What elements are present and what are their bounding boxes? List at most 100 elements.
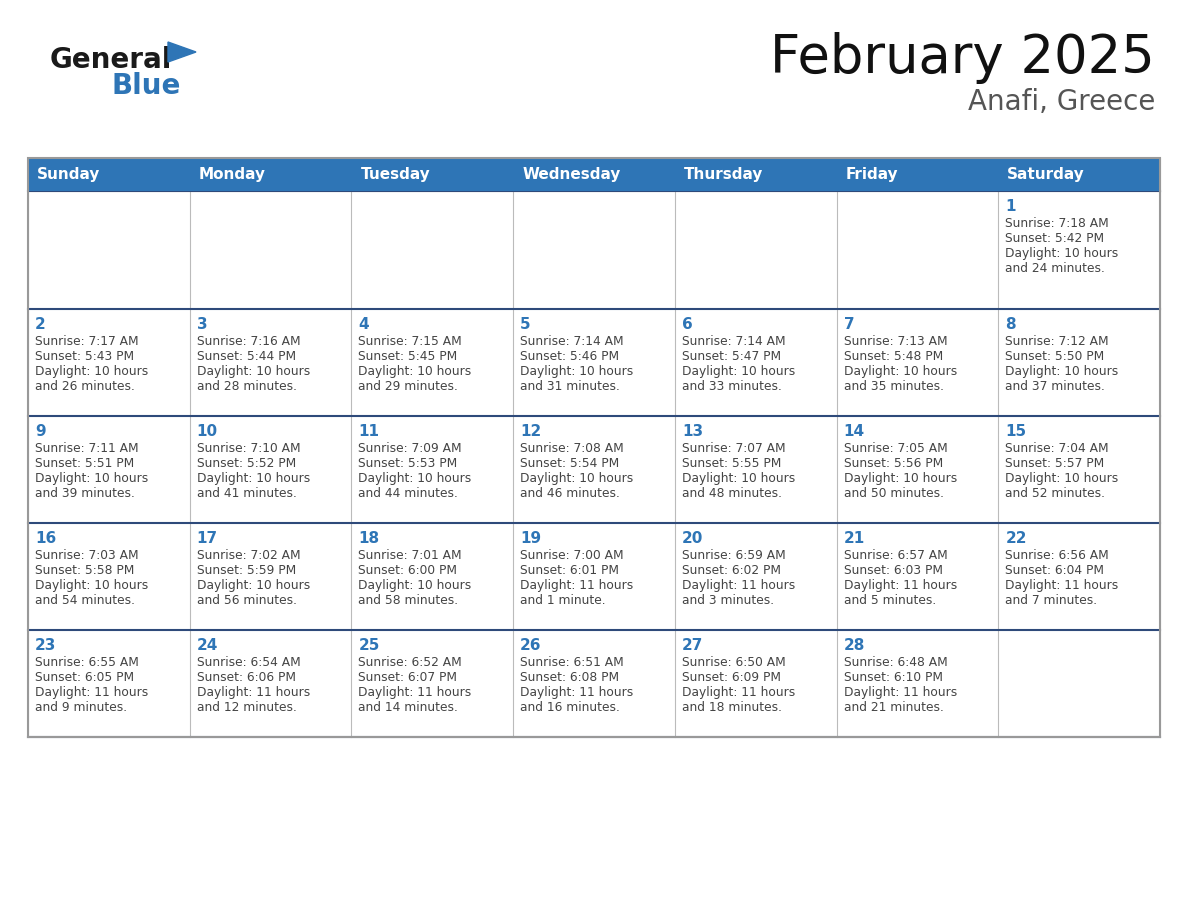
Text: and 37 minutes.: and 37 minutes. <box>1005 380 1105 393</box>
Bar <box>352 309 513 416</box>
Bar <box>29 191 190 309</box>
Text: General: General <box>50 46 172 74</box>
Text: Sunrise: 7:15 AM: Sunrise: 7:15 AM <box>359 335 462 348</box>
Text: Sunrise: 6:56 AM: Sunrise: 6:56 AM <box>1005 549 1110 562</box>
Text: Daylight: 11 hours: Daylight: 11 hours <box>682 686 795 699</box>
Bar <box>998 158 1159 191</box>
Bar <box>29 158 190 191</box>
Text: 9: 9 <box>34 424 45 439</box>
Text: Sunset: 5:56 PM: Sunset: 5:56 PM <box>843 457 943 470</box>
Text: Sunset: 5:51 PM: Sunset: 5:51 PM <box>34 457 134 470</box>
Bar <box>998 158 1159 191</box>
Bar <box>29 416 190 523</box>
Text: Sunset: 5:46 PM: Sunset: 5:46 PM <box>520 350 619 363</box>
Text: Thursday: Thursday <box>684 167 763 182</box>
Text: Daylight: 11 hours: Daylight: 11 hours <box>34 686 148 699</box>
Text: Sunday: Sunday <box>37 167 100 182</box>
Text: Monday: Monday <box>198 167 266 182</box>
Bar <box>998 630 1159 737</box>
Text: Sunrise: 6:57 AM: Sunrise: 6:57 AM <box>843 549 947 562</box>
Text: Sunset: 5:42 PM: Sunset: 5:42 PM <box>1005 232 1105 245</box>
Text: 14: 14 <box>843 424 865 439</box>
Text: 19: 19 <box>520 531 542 546</box>
Text: and 21 minutes.: and 21 minutes. <box>843 701 943 714</box>
Bar <box>513 523 675 630</box>
Text: Sunset: 5:50 PM: Sunset: 5:50 PM <box>1005 350 1105 363</box>
Text: Daylight: 11 hours: Daylight: 11 hours <box>359 686 472 699</box>
Text: and 44 minutes.: and 44 minutes. <box>359 487 459 500</box>
Text: and 39 minutes.: and 39 minutes. <box>34 487 135 500</box>
Text: and 56 minutes.: and 56 minutes. <box>197 594 297 607</box>
Text: Sunrise: 6:48 AM: Sunrise: 6:48 AM <box>843 656 947 669</box>
Bar <box>29 309 190 416</box>
Text: Wednesday: Wednesday <box>523 167 620 182</box>
Text: 22: 22 <box>1005 531 1026 546</box>
Bar <box>675 158 836 191</box>
Text: Sunrise: 7:04 AM: Sunrise: 7:04 AM <box>1005 442 1108 455</box>
Text: Sunrise: 7:07 AM: Sunrise: 7:07 AM <box>682 442 785 455</box>
Text: Sunset: 5:53 PM: Sunset: 5:53 PM <box>359 457 457 470</box>
Text: Wednesday: Wednesday <box>523 167 620 182</box>
Bar <box>190 416 352 523</box>
Text: and 48 minutes.: and 48 minutes. <box>682 487 782 500</box>
Text: Daylight: 11 hours: Daylight: 11 hours <box>520 579 633 592</box>
Bar <box>352 158 513 191</box>
Text: Sunrise: 7:03 AM: Sunrise: 7:03 AM <box>34 549 139 562</box>
Text: Monday: Monday <box>198 167 266 182</box>
Text: Sunrise: 6:52 AM: Sunrise: 6:52 AM <box>359 656 462 669</box>
Text: and 50 minutes.: and 50 minutes. <box>843 487 943 500</box>
Bar <box>836 191 998 309</box>
Text: Daylight: 11 hours: Daylight: 11 hours <box>843 579 956 592</box>
Text: 16: 16 <box>34 531 56 546</box>
Text: and 35 minutes.: and 35 minutes. <box>843 380 943 393</box>
Text: Daylight: 10 hours: Daylight: 10 hours <box>359 472 472 485</box>
Text: and 28 minutes.: and 28 minutes. <box>197 380 297 393</box>
Text: 8: 8 <box>1005 317 1016 332</box>
Text: and 31 minutes.: and 31 minutes. <box>520 380 620 393</box>
Bar <box>29 523 190 630</box>
Text: and 18 minutes.: and 18 minutes. <box>682 701 782 714</box>
Text: Daylight: 10 hours: Daylight: 10 hours <box>34 472 148 485</box>
Text: Daylight: 10 hours: Daylight: 10 hours <box>34 365 148 378</box>
Text: 18: 18 <box>359 531 379 546</box>
Text: Daylight: 10 hours: Daylight: 10 hours <box>682 365 795 378</box>
Text: and 54 minutes.: and 54 minutes. <box>34 594 135 607</box>
Text: Sunset: 5:55 PM: Sunset: 5:55 PM <box>682 457 782 470</box>
Text: Daylight: 10 hours: Daylight: 10 hours <box>843 365 956 378</box>
Text: 15: 15 <box>1005 424 1026 439</box>
Bar <box>675 191 836 309</box>
Text: Daylight: 10 hours: Daylight: 10 hours <box>1005 247 1119 260</box>
Text: Daylight: 10 hours: Daylight: 10 hours <box>682 472 795 485</box>
Text: Sunset: 6:10 PM: Sunset: 6:10 PM <box>843 671 942 684</box>
Text: Sunrise: 7:14 AM: Sunrise: 7:14 AM <box>682 335 785 348</box>
Text: Sunrise: 7:02 AM: Sunrise: 7:02 AM <box>197 549 301 562</box>
Bar <box>29 158 190 191</box>
Text: Sunrise: 7:14 AM: Sunrise: 7:14 AM <box>520 335 624 348</box>
Bar <box>352 523 513 630</box>
Text: Sunset: 5:52 PM: Sunset: 5:52 PM <box>197 457 296 470</box>
Bar <box>836 630 998 737</box>
Text: Sunset: 6:03 PM: Sunset: 6:03 PM <box>843 564 942 577</box>
Text: 1: 1 <box>1005 199 1016 214</box>
Text: Daylight: 11 hours: Daylight: 11 hours <box>682 579 795 592</box>
Text: 26: 26 <box>520 638 542 653</box>
Text: and 24 minutes.: and 24 minutes. <box>1005 262 1105 275</box>
Bar <box>998 416 1159 523</box>
Text: Daylight: 10 hours: Daylight: 10 hours <box>520 365 633 378</box>
Text: 12: 12 <box>520 424 542 439</box>
Text: Sunrise: 7:16 AM: Sunrise: 7:16 AM <box>197 335 301 348</box>
Bar <box>513 158 675 191</box>
Text: and 41 minutes.: and 41 minutes. <box>197 487 297 500</box>
Bar <box>675 309 836 416</box>
Text: Daylight: 10 hours: Daylight: 10 hours <box>34 579 148 592</box>
Text: Daylight: 10 hours: Daylight: 10 hours <box>359 579 472 592</box>
Text: 10: 10 <box>197 424 217 439</box>
Text: and 5 minutes.: and 5 minutes. <box>843 594 936 607</box>
Text: Sunrise: 7:10 AM: Sunrise: 7:10 AM <box>197 442 301 455</box>
Text: Sunset: 5:54 PM: Sunset: 5:54 PM <box>520 457 619 470</box>
Text: Saturday: Saturday <box>1007 167 1085 182</box>
Text: Sunrise: 7:17 AM: Sunrise: 7:17 AM <box>34 335 139 348</box>
Bar <box>836 158 998 191</box>
Text: Sunset: 6:01 PM: Sunset: 6:01 PM <box>520 564 619 577</box>
Text: and 29 minutes.: and 29 minutes. <box>359 380 459 393</box>
